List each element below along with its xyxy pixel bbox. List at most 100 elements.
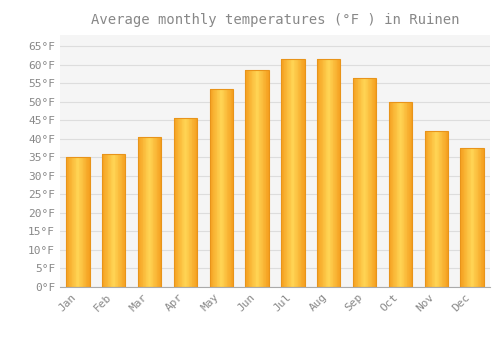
Bar bbox=[219, 89, 220, 287]
Bar bbox=[174, 118, 197, 287]
Bar bbox=[246, 70, 268, 287]
Bar bbox=[86, 157, 87, 287]
Bar bbox=[257, 70, 258, 287]
Bar bbox=[265, 70, 266, 287]
Bar bbox=[70, 157, 71, 287]
Bar bbox=[78, 157, 80, 287]
Bar bbox=[399, 102, 400, 287]
Bar bbox=[464, 148, 465, 287]
Bar bbox=[398, 102, 399, 287]
Bar bbox=[426, 131, 427, 287]
Bar bbox=[266, 70, 267, 287]
Bar bbox=[116, 154, 117, 287]
Bar bbox=[248, 70, 250, 287]
Bar bbox=[408, 102, 409, 287]
Bar bbox=[114, 154, 116, 287]
Bar bbox=[190, 118, 191, 287]
Bar bbox=[256, 70, 257, 287]
Bar bbox=[210, 89, 233, 287]
Bar bbox=[389, 102, 390, 287]
Bar bbox=[441, 131, 442, 287]
Bar bbox=[186, 118, 187, 287]
Bar bbox=[479, 148, 480, 287]
Bar bbox=[472, 148, 473, 287]
Bar bbox=[402, 102, 404, 287]
Bar bbox=[260, 70, 261, 287]
Bar bbox=[406, 102, 408, 287]
Bar bbox=[396, 102, 398, 287]
Bar bbox=[460, 148, 461, 287]
Bar bbox=[103, 154, 104, 287]
Bar bbox=[113, 154, 114, 287]
Bar bbox=[68, 157, 70, 287]
Bar bbox=[250, 70, 251, 287]
Bar bbox=[300, 59, 302, 287]
Bar bbox=[332, 59, 334, 287]
Bar bbox=[124, 154, 126, 287]
Bar bbox=[146, 137, 148, 287]
Bar bbox=[76, 157, 77, 287]
Bar bbox=[148, 137, 149, 287]
Bar bbox=[432, 131, 433, 287]
Bar bbox=[210, 89, 211, 287]
Bar bbox=[181, 118, 182, 287]
Bar bbox=[369, 78, 370, 287]
Title: Average monthly temperatures (°F ) in Ruinen: Average monthly temperatures (°F ) in Ru… bbox=[91, 13, 459, 27]
Bar bbox=[434, 131, 436, 287]
Bar bbox=[430, 131, 431, 287]
Bar bbox=[212, 89, 214, 287]
Bar bbox=[72, 157, 74, 287]
Bar bbox=[391, 102, 392, 287]
Bar bbox=[462, 148, 463, 287]
Bar bbox=[470, 148, 472, 287]
Bar bbox=[284, 59, 285, 287]
Bar bbox=[366, 78, 367, 287]
Bar bbox=[222, 89, 223, 287]
Bar bbox=[298, 59, 299, 287]
Bar bbox=[252, 70, 253, 287]
Bar bbox=[392, 102, 394, 287]
Bar bbox=[144, 137, 145, 287]
Bar bbox=[179, 118, 180, 287]
Bar bbox=[158, 137, 159, 287]
Bar bbox=[362, 78, 363, 287]
Bar bbox=[336, 59, 338, 287]
Bar bbox=[302, 59, 303, 287]
Bar bbox=[294, 59, 295, 287]
Bar bbox=[112, 154, 113, 287]
Bar bbox=[482, 148, 483, 287]
Bar bbox=[102, 154, 103, 287]
Bar bbox=[475, 148, 476, 287]
Bar bbox=[438, 131, 440, 287]
Bar bbox=[460, 148, 483, 287]
Bar bbox=[85, 157, 86, 287]
Bar bbox=[401, 102, 402, 287]
Bar bbox=[142, 137, 144, 287]
Bar bbox=[395, 102, 396, 287]
Bar bbox=[474, 148, 475, 287]
Bar bbox=[483, 148, 484, 287]
Bar bbox=[326, 59, 327, 287]
Bar bbox=[119, 154, 120, 287]
Bar bbox=[228, 89, 229, 287]
Bar bbox=[394, 102, 395, 287]
Bar bbox=[224, 89, 225, 287]
Bar bbox=[364, 78, 366, 287]
Bar bbox=[433, 131, 434, 287]
Bar bbox=[187, 118, 188, 287]
Bar bbox=[424, 131, 448, 287]
Bar bbox=[400, 102, 401, 287]
Bar bbox=[247, 70, 248, 287]
Bar bbox=[404, 102, 405, 287]
Bar bbox=[188, 118, 190, 287]
Bar bbox=[465, 148, 466, 287]
Bar bbox=[138, 137, 161, 287]
Bar bbox=[447, 131, 448, 287]
Bar bbox=[466, 148, 468, 287]
Bar bbox=[356, 78, 357, 287]
Bar bbox=[321, 59, 322, 287]
Bar bbox=[370, 78, 371, 287]
Bar bbox=[102, 154, 126, 287]
Bar bbox=[360, 78, 362, 287]
Bar bbox=[105, 154, 106, 287]
